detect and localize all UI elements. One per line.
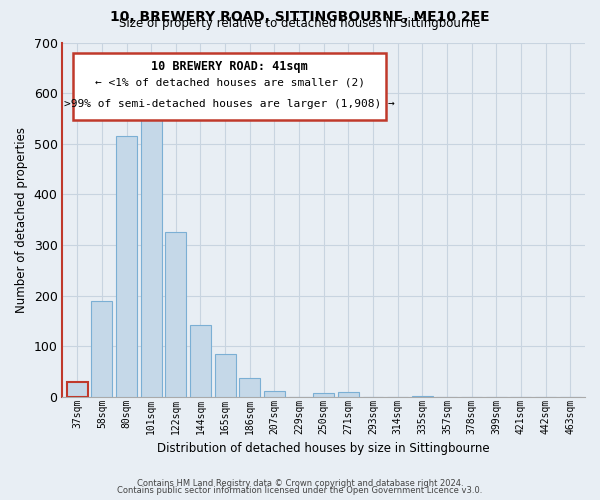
- Text: 10 BREWERY ROAD: 41sqm: 10 BREWERY ROAD: 41sqm: [151, 60, 308, 73]
- Bar: [313, 393, 334, 397]
- X-axis label: Distribution of detached houses by size in Sittingbourne: Distribution of detached houses by size …: [157, 442, 490, 455]
- Bar: [166, 232, 186, 397]
- Bar: [91, 301, 112, 397]
- Y-axis label: Number of detached properties: Number of detached properties: [15, 127, 28, 313]
- Bar: [215, 354, 236, 397]
- Text: >99% of semi-detached houses are larger (1,908) →: >99% of semi-detached houses are larger …: [64, 99, 395, 109]
- Bar: [116, 136, 137, 397]
- Text: Size of property relative to detached houses in Sittingbourne: Size of property relative to detached ho…: [119, 18, 481, 30]
- Text: ← <1% of detached houses are smaller (2): ← <1% of detached houses are smaller (2): [95, 78, 365, 88]
- Text: Contains HM Land Registry data © Crown copyright and database right 2024.: Contains HM Land Registry data © Crown c…: [137, 478, 463, 488]
- Bar: [338, 392, 359, 397]
- FancyBboxPatch shape: [73, 53, 386, 120]
- Text: 10, BREWERY ROAD, SITTINGBOURNE, ME10 2EE: 10, BREWERY ROAD, SITTINGBOURNE, ME10 2E…: [110, 10, 490, 24]
- Bar: [140, 116, 161, 397]
- Bar: [264, 391, 285, 397]
- Bar: [412, 396, 433, 397]
- Bar: [239, 378, 260, 397]
- Bar: [190, 325, 211, 397]
- Bar: [67, 382, 88, 397]
- Text: Contains public sector information licensed under the Open Government Licence v3: Contains public sector information licen…: [118, 486, 482, 495]
